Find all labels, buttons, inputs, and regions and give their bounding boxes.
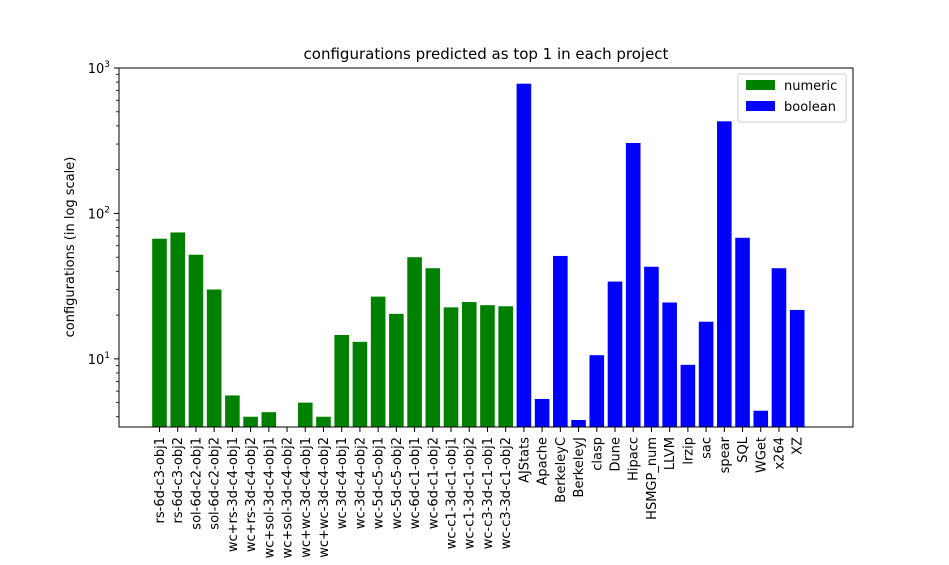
bar-Apache <box>534 398 550 427</box>
bar-sol-6d-c2-obj2 <box>206 289 222 427</box>
bar-rs-6d-c3-obj1 <box>152 238 167 427</box>
x-tick-label: lrzip <box>681 437 696 465</box>
x-tick-label: rs-6d-c3-obj1 <box>153 437 168 523</box>
x-tick-label: wc+sol-3d-c4-obj1 <box>262 437 277 558</box>
x-tick-label: wc+sol-3d-c4-obj2 <box>281 437 296 558</box>
y-axis: 101 102 103 <box>88 60 119 418</box>
bar-wc+wc-3d-c4-obj2 <box>316 416 331 427</box>
x-tick-label: sol-6d-c2-obj1 <box>189 437 204 530</box>
bar-wc-c1-3d-c1-obj2 <box>461 302 477 427</box>
x-tick-label: XZ <box>791 437 806 455</box>
x-tick-label: AJStats <box>517 437 532 483</box>
bar-wc-5d-c5-obj2 <box>389 313 404 427</box>
y-tick-label: 101 <box>88 351 110 368</box>
bar-wc+rs-3d-c4-obj2 <box>243 416 258 427</box>
chart-title: configurations predicted as top 1 in eac… <box>304 45 669 63</box>
bar-wc+wc-3d-c4-obj1 <box>297 402 313 427</box>
x-tick-label: SQL <box>736 436 751 462</box>
x-tick-label: wc-5d-c5-obj2 <box>390 437 405 529</box>
bar-clasp <box>589 355 605 427</box>
x-tick-label: wc+wc-3d-c4-obj2 <box>317 437 332 558</box>
bar-LLVM <box>662 302 677 427</box>
x-tick-label: wc-c1-3d-c1-obj1 <box>445 437 460 549</box>
legend-label-numeric: numeric <box>784 79 837 94</box>
x-tick-label: BerkeleyC <box>554 437 569 503</box>
legend-swatch-boolean <box>746 101 775 111</box>
bar-Hipacc <box>625 143 641 427</box>
y-tick-label: 102 <box>88 205 110 222</box>
x-axis: rs-6d-c3-obj1 rs-6d-c3-obj2 sol-6d-c2-obj1… <box>153 427 806 558</box>
bar-wc-3d-c4-obj2 <box>352 341 368 427</box>
x-tick-label: sac <box>700 437 715 459</box>
bar-SQL <box>735 237 750 427</box>
legend: numeric boolean <box>737 73 847 123</box>
x-tick-label: wc+rs-3d-c4-obj2 <box>244 437 259 552</box>
x-tick-label: Apache <box>536 437 551 486</box>
bar-HSMGP_num <box>644 266 659 427</box>
x-tick-label: wc-c1-3d-c1-obj2 <box>463 437 478 549</box>
x-tick-label: wc-6d-c1-obj1 <box>408 437 423 529</box>
y-axis-label: configurations (in log scale) <box>63 157 78 338</box>
bar-wc-6d-c1-obj1 <box>407 257 422 427</box>
x-tick-label: spear <box>718 436 733 473</box>
bar-sol-6d-c2-obj1 <box>188 254 204 427</box>
x-tick-label: BerkeleyJ <box>572 437 587 497</box>
bar-x264 <box>771 268 787 427</box>
x-tick-label: clasp <box>590 437 605 471</box>
bar-BerkeleyC <box>553 255 568 427</box>
bar-wc+rs-3d-c4-obj1 <box>225 395 240 427</box>
bar-AJStats <box>516 83 532 427</box>
bars <box>152 83 805 427</box>
x-tick-label: wc-c3-3d-c1-obj1 <box>481 437 496 549</box>
bar-wc+sol-3d-c4-obj1 <box>261 412 277 427</box>
bar-wc-c1-3d-c1-obj1 <box>443 307 459 427</box>
x-tick-label: WGet <box>754 437 769 473</box>
x-tick-label: wc-3d-c4-obj1 <box>335 437 350 529</box>
x-tick-label: wc-6d-c1-obj2 <box>426 437 441 529</box>
x-tick-label: sol-6d-c2-obj2 <box>208 437 223 530</box>
x-tick-label: wc-c3-3d-c1-obj2 <box>499 437 514 549</box>
legend-label-boolean: boolean <box>784 100 836 115</box>
x-tick-label: Hipacc <box>627 437 642 481</box>
x-tick-label: wc-3d-c4-obj2 <box>353 437 368 529</box>
x-tick-label: Dune <box>609 437 624 472</box>
bar-wc-5d-c5-obj1 <box>370 296 386 427</box>
x-tick-label: LLVM <box>663 437 678 470</box>
bar-lrzip <box>680 364 696 427</box>
plot-frame <box>118 67 854 428</box>
bar-sac <box>698 321 714 427</box>
y-tick-label: 103 <box>88 60 110 77</box>
x-tick-label: wc-5d-c5-obj1 <box>372 437 387 529</box>
x-tick-label: wc+wc-3d-c4-obj1 <box>299 437 314 558</box>
legend-swatch-numeric <box>746 80 775 90</box>
bar-XZ <box>789 309 805 427</box>
x-tick-label: wc+rs-3d-c4-obj1 <box>226 437 241 552</box>
bar-BerkeleyJ <box>571 419 586 427</box>
bar-wc-3d-c4-obj1 <box>334 334 349 427</box>
bar-wc-c3-3d-c1-obj2 <box>498 306 513 427</box>
x-tick-label: HSMGP_num <box>645 437 660 520</box>
bar-WGet <box>753 410 769 427</box>
bar-Dune <box>607 281 623 427</box>
bar-spear <box>717 121 732 427</box>
x-tick-label: x264 <box>772 437 787 470</box>
bar-wc-c3-3d-c1-obj1 <box>480 305 495 427</box>
bar-rs-6d-c3-obj2 <box>170 232 186 427</box>
x-tick-label: rs-6d-c3-obj2 <box>171 437 186 523</box>
bar-wc-6d-c1-obj2 <box>425 268 441 427</box>
